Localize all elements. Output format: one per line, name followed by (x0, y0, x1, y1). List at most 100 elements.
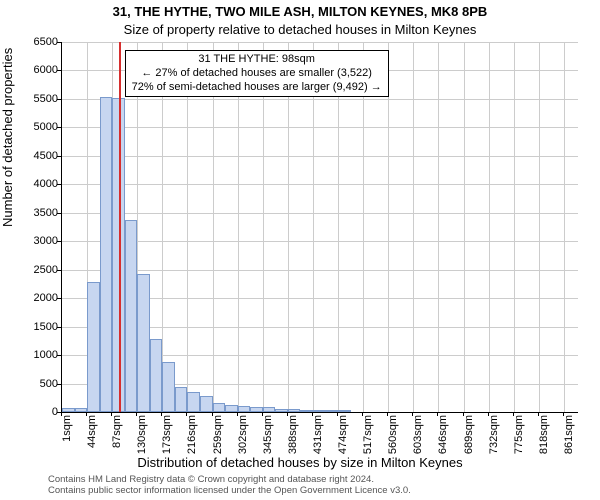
gridline-v (338, 42, 339, 412)
x-tick-label: 302sqm (237, 415, 249, 455)
x-tick-label: 388sqm (287, 415, 299, 455)
y-tick-label: 1500 (34, 321, 58, 333)
y-tick-mark (57, 42, 61, 43)
histogram-bar (238, 406, 251, 412)
histogram-bar (87, 282, 100, 412)
y-tick-mark (57, 241, 61, 242)
histogram-bar (62, 408, 75, 412)
y-tick-mark (57, 156, 61, 157)
y-tick-label: 2500 (34, 264, 58, 276)
histogram-bar (313, 410, 326, 412)
x-tick-label: 603sqm (412, 415, 424, 455)
gridline-v (263, 42, 264, 412)
y-tick-label: 6500 (34, 36, 58, 48)
chart-title-desc: Size of property relative to detached ho… (0, 22, 600, 37)
gridline-h (62, 184, 578, 185)
chart-container: 31, THE HYTHE, TWO MILE ASH, MILTON KEYN… (0, 0, 600, 500)
y-tick-mark (57, 298, 61, 299)
x-tick-label: 861sqm (563, 415, 575, 455)
y-tick-mark (57, 327, 61, 328)
y-axis-label: Number of detached properties (0, 48, 15, 227)
histogram-bar (125, 220, 138, 412)
x-tick-label: 818sqm (538, 415, 550, 455)
y-tick-mark (57, 99, 61, 100)
x-tick-label: 216sqm (186, 415, 198, 455)
histogram-bar (338, 410, 351, 412)
histogram-bar (150, 339, 163, 412)
histogram-bar (162, 362, 175, 412)
y-tick-label: 6000 (34, 64, 58, 76)
x-tick-label: 345sqm (262, 415, 274, 455)
annotation-line-3: 72% of semi-detached houses are larger (… (132, 81, 382, 95)
gridline-h (62, 213, 578, 214)
annotation-box: 31 THE HYTHE: 98sqm← 27% of detached hou… (125, 50, 389, 97)
histogram-bar (263, 407, 276, 412)
histogram-bar (100, 97, 113, 412)
y-tick-label: 3000 (34, 235, 58, 247)
gridline-h (62, 270, 578, 271)
gridline-h (62, 99, 578, 100)
x-tick-label: 775sqm (513, 415, 525, 455)
gridline-h (62, 42, 578, 43)
x-tick-label: 130sqm (136, 415, 148, 455)
annotation-line-2: ← 27% of detached houses are smaller (3,… (132, 67, 382, 81)
gridline-v (438, 42, 439, 412)
chart-title-address: 31, THE HYTHE, TWO MILE ASH, MILTON KEYN… (0, 4, 600, 19)
plot-area: 31 THE HYTHE: 98sqm← 27% of detached hou… (61, 42, 578, 413)
x-tick-label: 560sqm (387, 415, 399, 455)
annotation-line-1: 31 THE HYTHE: 98sqm (132, 53, 382, 67)
x-tick-label: 173sqm (161, 415, 173, 455)
y-tick-label: 5500 (34, 93, 58, 105)
y-tick-mark (57, 184, 61, 185)
gridline-v (288, 42, 289, 412)
histogram-bar (175, 387, 188, 412)
gridline-v (464, 42, 465, 412)
gridline-v (363, 42, 364, 412)
gridline-v (489, 42, 490, 412)
y-tick-label: 4500 (34, 150, 58, 162)
y-tick-label: 500 (40, 378, 58, 390)
gridline-v (564, 42, 565, 412)
gridline-h (62, 156, 578, 157)
gridline-v (238, 42, 239, 412)
gridline-v (313, 42, 314, 412)
credit-text: Contains HM Land Registry data © Crown c… (48, 475, 411, 497)
histogram-bar (200, 396, 213, 413)
marker-line (119, 42, 121, 412)
gridline-v (413, 42, 414, 412)
gridline-h (62, 241, 578, 242)
x-tick-label: 431sqm (312, 415, 324, 455)
y-tick-mark (57, 213, 61, 214)
gridline-h (62, 127, 578, 128)
y-tick-label: 1000 (34, 349, 58, 361)
gridline-v (162, 42, 163, 412)
y-tick-mark (57, 384, 61, 385)
y-tick-mark (57, 127, 61, 128)
x-tick-label: 474sqm (337, 415, 349, 455)
y-tick-mark (57, 355, 61, 356)
gridline-v (539, 42, 540, 412)
x-tick-label: 732sqm (488, 415, 500, 455)
y-tick-label: 5000 (34, 121, 58, 133)
gridline-v (213, 42, 214, 412)
y-tick-mark (57, 270, 61, 271)
histogram-bar (137, 274, 150, 412)
y-tick-label: 3500 (34, 207, 58, 219)
gridline-v (388, 42, 389, 412)
x-tick-label: 87sqm (111, 415, 123, 455)
x-axis-label: Distribution of detached houses by size … (0, 455, 600, 470)
credit-line-2: Contains public sector information licen… (48, 486, 411, 497)
x-tick-label: 646sqm (437, 415, 449, 455)
gridline-v (187, 42, 188, 412)
histogram-bar (225, 405, 238, 412)
x-tick-label: 689sqm (463, 415, 475, 455)
x-tick-label: 259sqm (212, 415, 224, 455)
y-tick-label: 2000 (34, 292, 58, 304)
histogram-bar (187, 392, 200, 412)
y-tick-label: 4000 (34, 178, 58, 190)
x-tick-label: 1sqm (61, 415, 73, 455)
histogram-bar (213, 403, 226, 412)
x-tick-label: 517sqm (362, 415, 374, 455)
gridline-v (514, 42, 515, 412)
y-tick-mark (57, 70, 61, 71)
